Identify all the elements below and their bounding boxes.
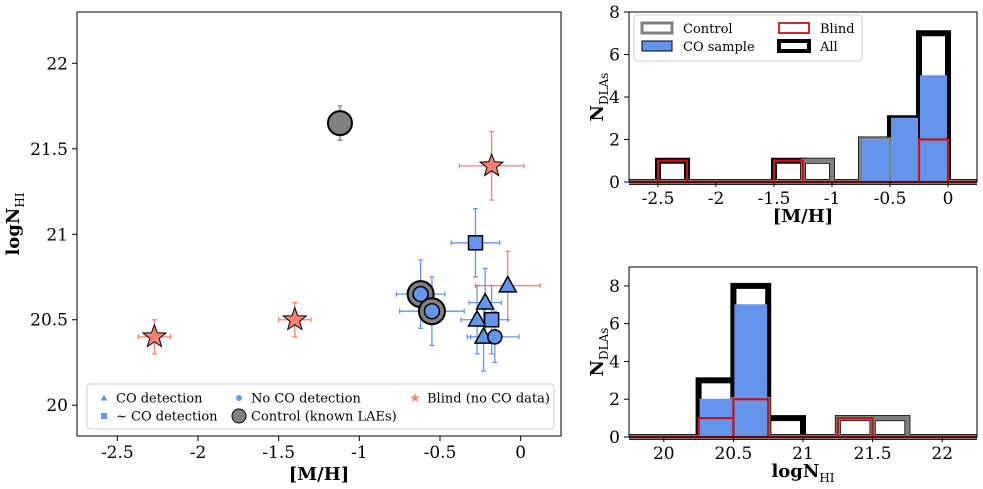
x-tick-label: -0.5: [874, 189, 907, 209]
x-tick-label: -2.5: [642, 189, 675, 209]
x-tick-label: 21.5: [854, 444, 892, 464]
x-tick-label: -1: [351, 443, 368, 463]
y-tick-label: 0: [609, 428, 620, 448]
legend-triangle-marker: [100, 394, 108, 401]
y-tick-label: 6: [609, 46, 620, 66]
x-tick-label: 20: [653, 444, 675, 464]
scatter-panel: -2.5 -2 -1.5 -1 -0.5 0 20 20.5 21 21.5 22 [M/H] logN…: [3, 11, 562, 485]
tentative-co-point: [467, 235, 484, 251]
hist-bar: [734, 304, 768, 438]
legend-swatch: [778, 22, 810, 34]
x-tick-label: 21: [792, 444, 814, 464]
legend-label: Blind (no CO data): [427, 392, 550, 407]
y-tick-label: 2: [609, 131, 620, 151]
tentative-co-point: [483, 311, 500, 328]
hist-plot-area: [629, 267, 977, 437]
hist-bar: [862, 139, 889, 183]
x-axis-label: [M/H]: [289, 464, 350, 485]
y-tick-label: 21.5: [30, 140, 68, 160]
y-tick-label: 8: [609, 277, 620, 297]
y-tick-label: 21: [46, 225, 68, 245]
y-tick-label: 22: [46, 54, 68, 74]
y-tick-label: 4: [609, 352, 620, 372]
hist-frame: [628, 266, 978, 438]
legend-label: Control (known LAEs): [251, 410, 397, 425]
legend-label: All: [819, 40, 838, 55]
y-axis-label: NDLAs: [587, 73, 611, 122]
x-tick-label: -1.5: [262, 443, 295, 463]
x-tick-label: -2: [708, 189, 725, 209]
legend-square-marker: [101, 413, 107, 419]
y-tick-label: 20: [46, 396, 68, 416]
hist-bar: [891, 117, 918, 183]
hist-bar: [920, 75, 947, 183]
co-detection-point: [467, 309, 487, 327]
control-point: [326, 110, 353, 137]
x-tick-label: -1.5: [758, 189, 791, 209]
legend-box: [86, 383, 555, 430]
legend-label: No CO detection: [251, 392, 361, 407]
no-co-point: [487, 329, 503, 345]
hi-column-histogram-panel: 20 20.5 21 21.5 22 0 2 4 6 8 NDLAs logNHI: [587, 266, 978, 485]
co-detection-point: [497, 275, 518, 293]
y-tick-label: 6: [609, 315, 620, 335]
x-axis-label: logNHI: [771, 461, 834, 485]
blind-point: [282, 306, 308, 331]
x-tick-label: -2.5: [101, 443, 134, 463]
legend-star-marker: [410, 393, 420, 402]
x-tick-label: 22: [931, 444, 953, 464]
scatter-legend: CO detection No CO detection Blind (no CO …: [86, 383, 555, 430]
x-tick-label: 20.5: [714, 444, 752, 464]
co-detection-point: [475, 292, 496, 310]
hist-legend: Control Blind CO sample All: [633, 14, 863, 62]
x-tick-label: 0: [943, 189, 954, 209]
y-tick-label: 2: [609, 390, 620, 410]
y-tick-label: 8: [609, 3, 620, 23]
y-axis-label: logNHI: [3, 192, 27, 255]
legend-label: Control: [683, 22, 733, 37]
blind-point: [141, 323, 168, 348]
x-tick-label: -2: [190, 443, 207, 463]
legend-swatch: [641, 40, 673, 52]
legend-swatch: [777, 39, 811, 53]
blind-point: [478, 152, 505, 177]
y-axis-label: NDLAs: [587, 328, 611, 377]
legend-circle-marker: [236, 395, 242, 401]
legend-swatch: [640, 21, 674, 35]
metallicity-histogram-panel: -2.5 -2 -1.5 -1 -0.5 0 0 2 4 6 8 NDLAs [M/H] Control B…: [587, 3, 978, 227]
y-tick-label: 4: [609, 88, 620, 108]
no-co-point: [423, 302, 441, 320]
x-tick-label: -1: [824, 189, 841, 209]
legend-label: CO detection: [116, 392, 203, 407]
x-tick-label: -0.5: [424, 443, 457, 463]
no-co-point: [412, 285, 429, 303]
legend-label: CO sample: [683, 40, 755, 55]
scatter-frame: [76, 11, 562, 437]
legend-control-marker: [231, 408, 247, 424]
legend-label: Blind: [820, 22, 855, 37]
legend-label: ~ CO detection: [116, 410, 218, 425]
hist-frame: [628, 11, 978, 183]
y-tick-label: 20.5: [30, 311, 68, 331]
x-axis-label: [M/H]: [773, 206, 834, 227]
scatter-plot-area: [77, 12, 561, 436]
y-tick-label: 0: [609, 173, 620, 193]
x-tick-label: 0: [515, 443, 526, 463]
